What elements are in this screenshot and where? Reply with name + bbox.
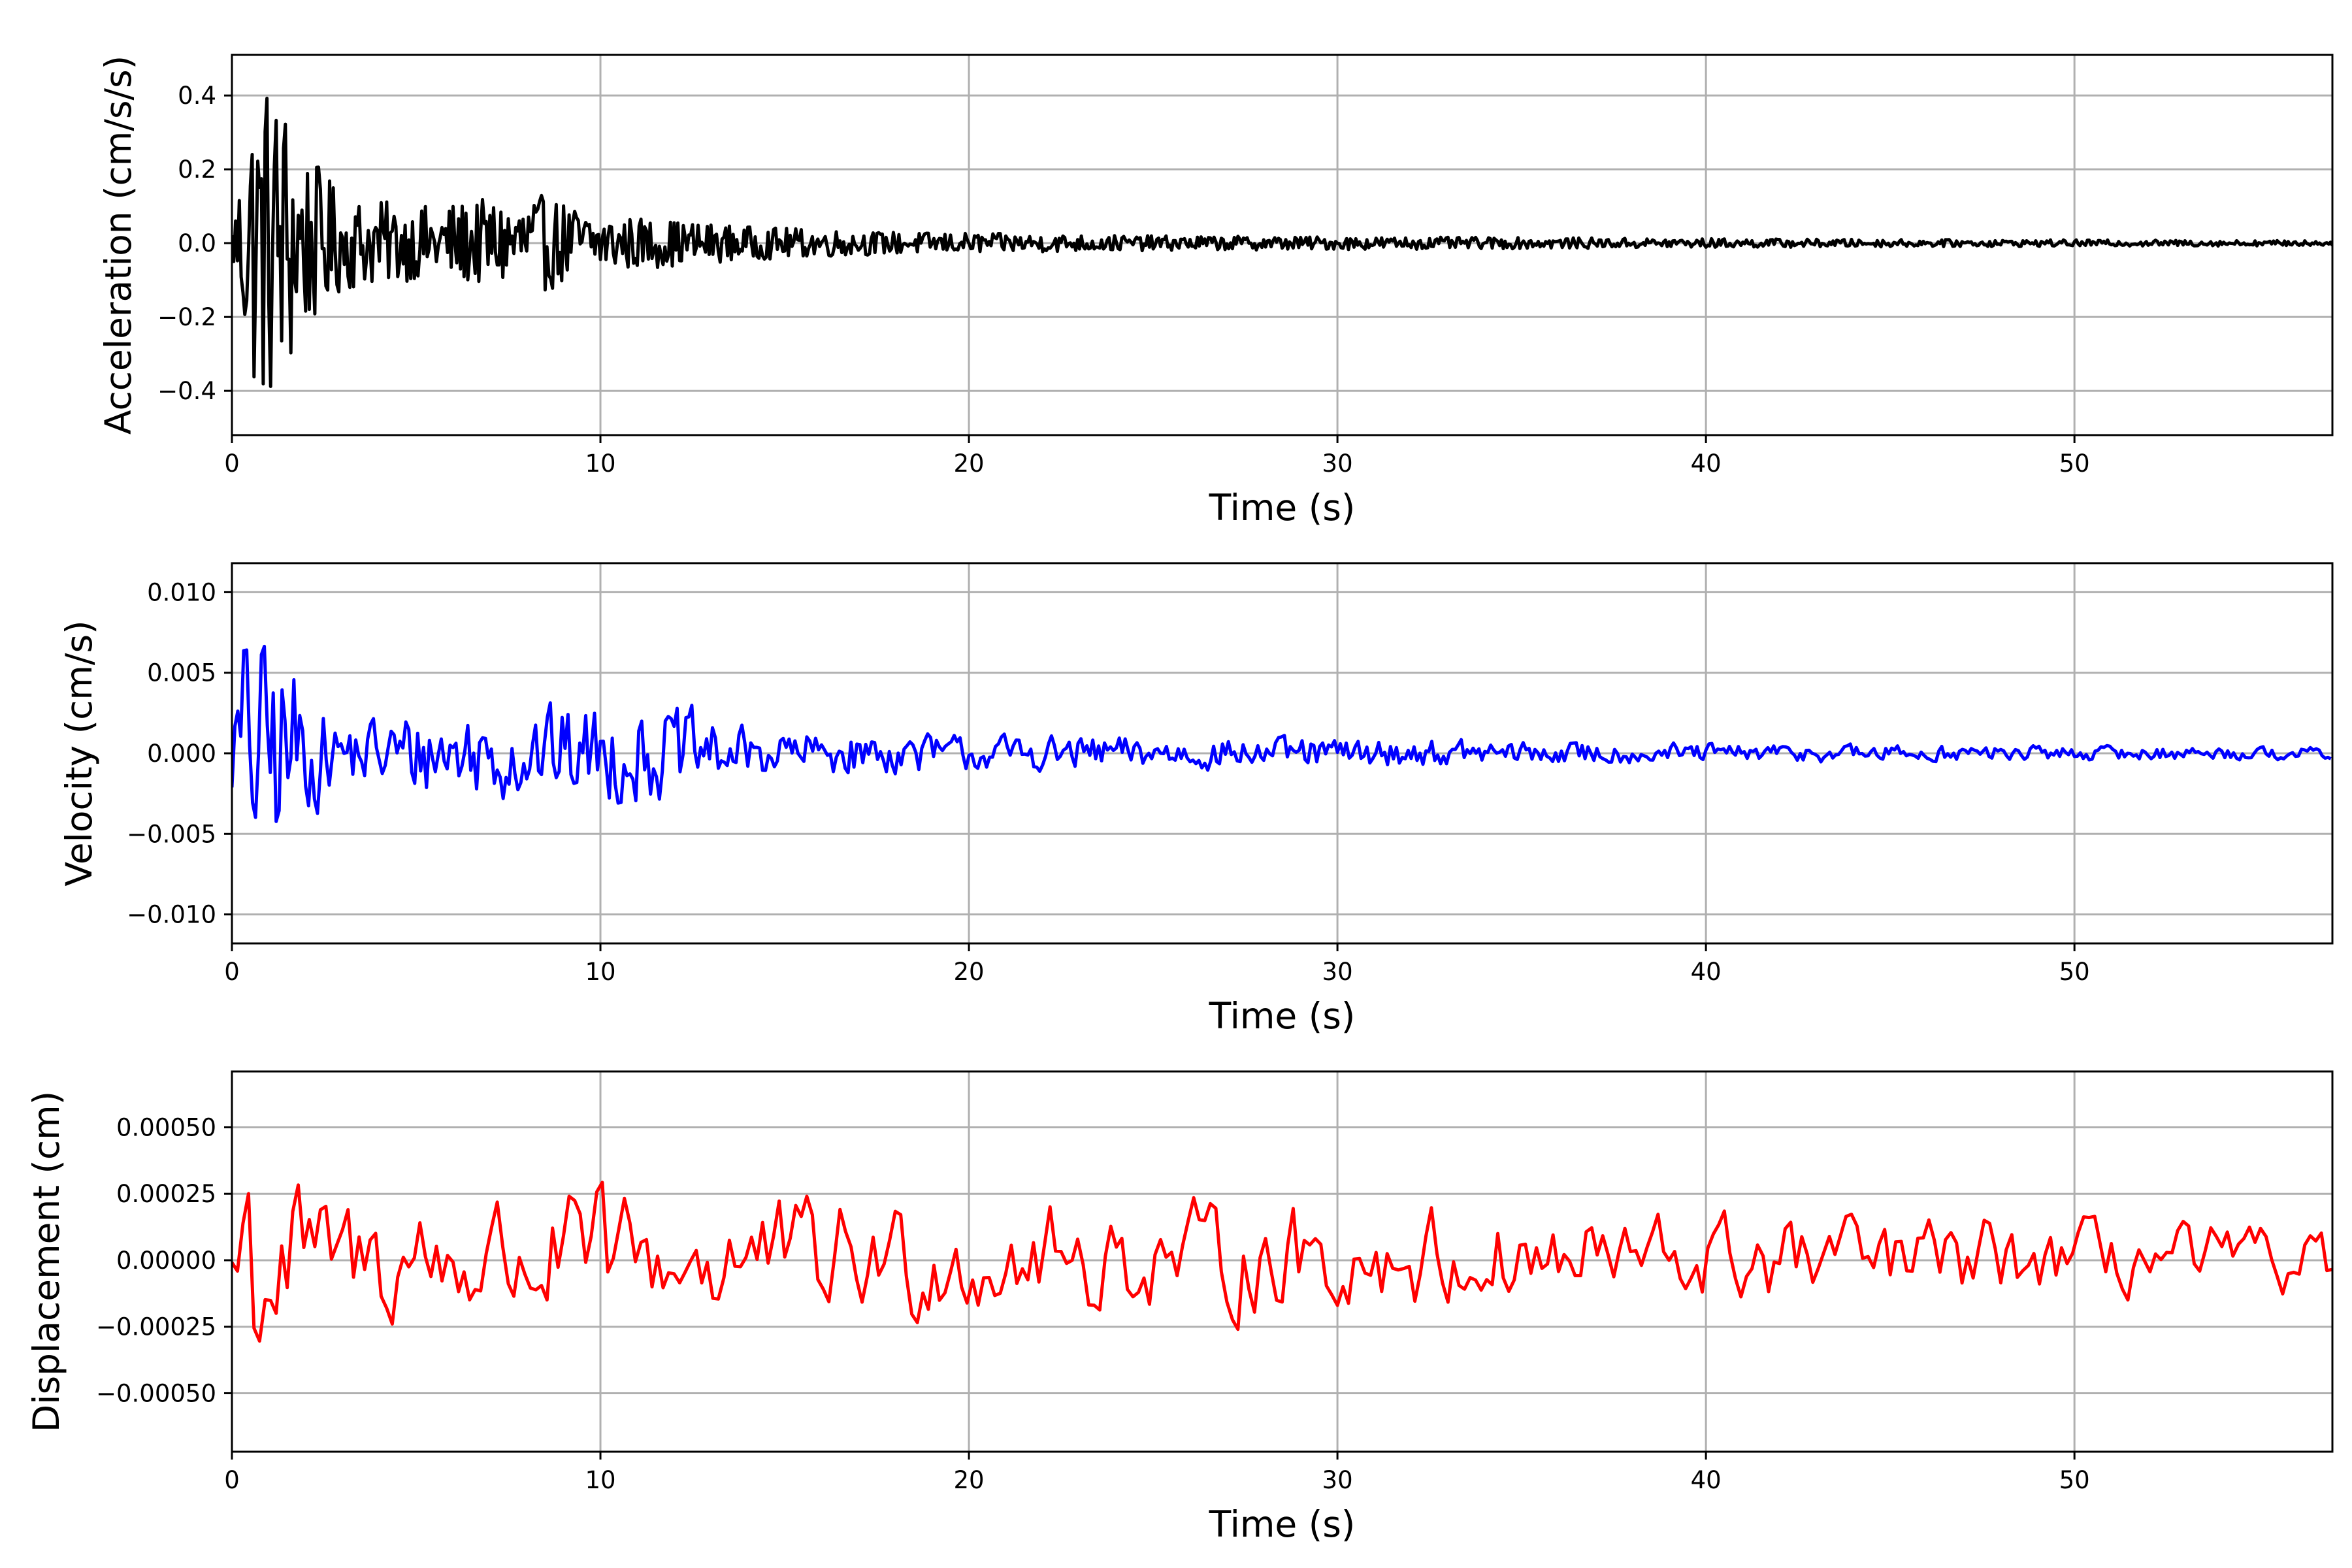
displacement-ytick-label-4: 0.00050: [116, 1113, 216, 1141]
displacement-ytick-label-1: −0.00025: [96, 1313, 216, 1341]
velocity-panel: 0 10 20 30 40 50 −0.010 −0.005 0.000 0.005 0.010 Ti…: [58, 562, 2334, 1037]
velocity-xtick-label-1: 10: [585, 958, 615, 986]
acceleration-ytick-label-0: −0.4: [157, 377, 216, 405]
acceleration-ytick-label-1: −0.2: [157, 303, 216, 331]
acceleration-xtick-label-0: 0: [224, 449, 240, 478]
acceleration-panel: 0 10 20 30 40 50 −0.4 −0.2 0.0 0.2 0.4 Time (s) Acce…: [97, 54, 2334, 529]
displacement-ytick-label-3: 0.00025: [116, 1180, 216, 1208]
displacement-yaxis-title: Displacement (cm): [25, 1091, 67, 1432]
acceleration-axes-frame: [231, 54, 2334, 436]
velocity-ytick-label-4: 0.010: [147, 578, 216, 606]
acceleration-ytick-label-3: 0.2: [178, 155, 216, 184]
velocity-ytick-label-2: 0.000: [147, 740, 216, 768]
displacement-ytick-label-2: 0.00000: [116, 1247, 216, 1275]
acceleration-xtick-label-4: 40: [1691, 449, 1722, 478]
velocity-ytick-label-3: 0.005: [147, 659, 216, 687]
velocity-xtick-label-2: 20: [954, 958, 985, 986]
acceleration-ytick-label-4: 0.4: [178, 82, 216, 110]
acceleration-xaxis-title: Time (s): [1209, 487, 1356, 529]
velocity-ytick-label-1: −0.005: [127, 820, 216, 848]
velocity-xtick-label-4: 40: [1691, 958, 1722, 986]
displacement-panel: 0 10 20 30 40 50 −0.00050 −0.00025 0.00000 0.0002…: [25, 1070, 2334, 1545]
displacement-ytick-label-0: −0.00050: [96, 1379, 216, 1407]
displacement-xtick-label-0: 0: [224, 1466, 240, 1494]
velocity-series-line: [232, 644, 2332, 823]
displacement-xtick-label-2: 20: [954, 1466, 985, 1494]
acceleration-ytick-label-2: 0.0: [178, 229, 216, 257]
displacement-series-line: [232, 1181, 2332, 1343]
velocity-ytick-label-0: −0.010: [127, 901, 216, 929]
displacement-xtick-label-3: 30: [1322, 1466, 1353, 1494]
acceleration-xtick-label-3: 30: [1322, 449, 1353, 478]
velocity-xtick-label-3: 30: [1322, 958, 1353, 986]
acceleration-xtick-label-2: 20: [954, 449, 985, 478]
acceleration-series-line: [232, 97, 2332, 388]
acceleration-xtick-label-5: 50: [2059, 449, 2090, 478]
velocity-yaxis-title: Velocity (cm/s): [58, 620, 100, 886]
velocity-xtick-label-0: 0: [224, 958, 240, 986]
velocity-xaxis-title: Time (s): [1209, 995, 1356, 1037]
acceleration-xtick-label-1: 10: [585, 449, 615, 478]
acceleration-yaxis-title: Acceleration (cm/s/s): [97, 56, 139, 434]
displacement-axes-frame: [231, 1070, 2334, 1453]
velocity-xtick-label-5: 50: [2059, 958, 2090, 986]
displacement-xtick-label-1: 10: [585, 1466, 615, 1494]
displacement-xtick-label-5: 50: [2059, 1466, 2090, 1494]
displacement-xtick-label-4: 40: [1691, 1466, 1722, 1494]
displacement-xaxis-title: Time (s): [1209, 1503, 1356, 1545]
